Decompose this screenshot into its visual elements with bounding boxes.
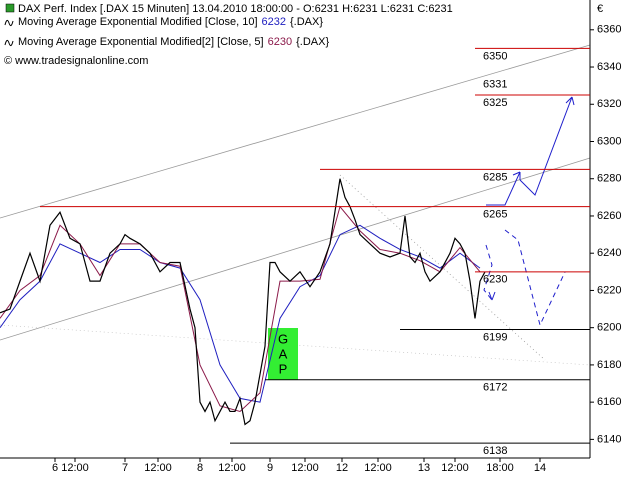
gap-letter: G <box>278 331 288 346</box>
y-tick-label: 6340 <box>597 61 621 73</box>
y-tick-label: 6140 <box>597 433 621 445</box>
legend-icon <box>4 19 14 27</box>
legend-text: {.DAX} <box>290 16 323 28</box>
legend-text: Moving Average Exponential Modified[2] [… <box>18 36 264 48</box>
plot-area <box>0 178 486 426</box>
level-label: 6285 <box>483 171 507 183</box>
chart-title: DAX Perf. Index [.DAX 15 Minuten] 13.04.… <box>18 3 453 15</box>
x-tick-label: 6 <box>52 462 58 474</box>
credit: © www.tradesignalonline.com <box>4 55 148 67</box>
level-label: 6265 <box>483 209 507 221</box>
level-label: 6172 <box>483 382 507 394</box>
x-tick-label: 9 <box>267 462 273 474</box>
gap-letter: P <box>279 361 288 376</box>
x-tick-label: 8 <box>197 462 203 474</box>
x-tick-label: 12:00 <box>291 462 319 474</box>
legend-text: 6232 <box>262 16 286 28</box>
forecast-path <box>483 244 493 301</box>
y-tick-label: 6320 <box>597 98 621 110</box>
x-tick-label: 14 <box>534 462 546 474</box>
legend-text: Moving Average Exponential Modified [Clo… <box>18 16 258 28</box>
level-label: 6325 <box>483 97 507 109</box>
x-tick-label: 12:00 <box>441 462 469 474</box>
x-tick-label: 18:00 <box>486 462 514 474</box>
y-tick-label: 6280 <box>597 173 621 185</box>
forecast-path <box>519 96 575 196</box>
legend-icon <box>5 3 15 13</box>
y-tick-label: 6220 <box>597 284 621 296</box>
legend-text: {.DAX} <box>296 36 329 48</box>
trend-line <box>0 324 591 366</box>
level-label: 6138 <box>483 445 507 457</box>
x-tick-label: 12 <box>336 462 348 474</box>
x-tick-label: 12:00 <box>144 462 172 474</box>
legend-icon <box>4 39 14 47</box>
forecast-arrow <box>488 291 496 301</box>
legend-text: 6230 <box>268 36 292 48</box>
annotation-label: 6331 <box>483 79 507 91</box>
price-line <box>0 178 486 426</box>
x-tick-label: 12:00 <box>364 462 392 474</box>
y-tick-label: 6160 <box>597 396 621 408</box>
y-tick-label: 6240 <box>597 247 621 259</box>
legend-entry: Moving Average Exponential Modified[2] [… <box>18 36 329 48</box>
x-tick-label: 13 <box>418 462 430 474</box>
level-label: 6230 <box>483 274 507 286</box>
level-label: 6199 <box>483 331 507 343</box>
gap-letter: A <box>279 346 288 361</box>
trend-line <box>0 157 591 341</box>
x-tick-label: 12:00 <box>218 462 246 474</box>
y-tick-label: 6300 <box>597 135 621 147</box>
y-tick-label: 6360 <box>597 24 621 36</box>
x-tick-label: 7 <box>122 462 128 474</box>
trend-line <box>0 44 591 219</box>
y-tick-label: 6260 <box>597 210 621 222</box>
y-tick-label: 6180 <box>597 359 621 371</box>
y-tick-label: 6200 <box>597 322 621 334</box>
level-label: 6350 <box>483 50 507 62</box>
legend-entry: Moving Average Exponential Modified [Clo… <box>18 16 323 28</box>
x-tick-label: 12:00 <box>61 462 89 474</box>
gap-box <box>268 328 298 380</box>
currency: € <box>597 3 603 15</box>
forecast-path <box>486 171 521 206</box>
